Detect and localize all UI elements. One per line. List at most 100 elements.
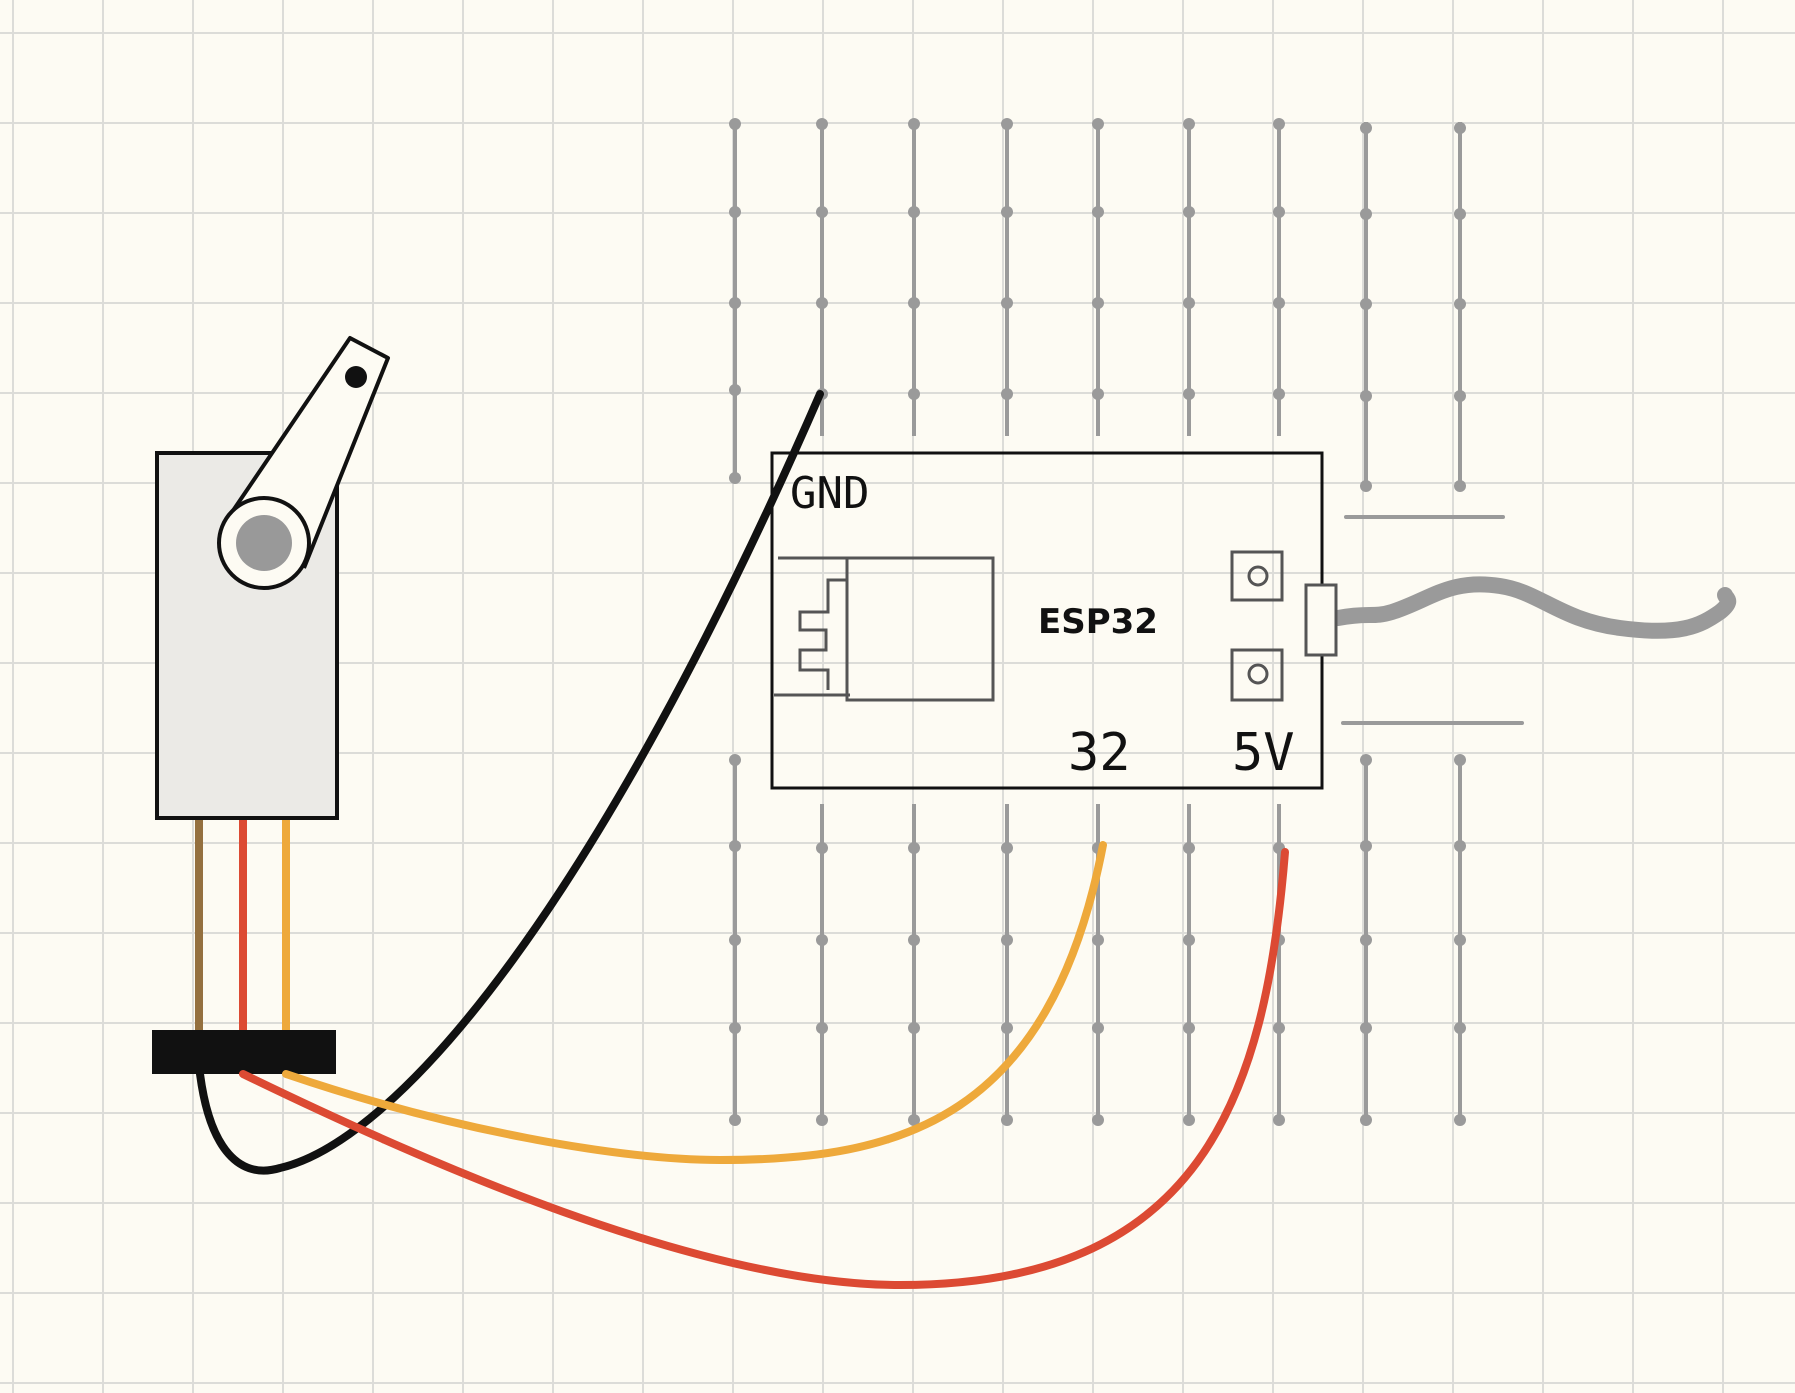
gnd-label: GND [790, 468, 869, 519]
breadboard-hole[interactable] [729, 297, 741, 309]
breadboard-hole[interactable] [1360, 1022, 1372, 1034]
breadboard-hole[interactable] [1273, 297, 1285, 309]
breadboard-hole[interactable] [1001, 842, 1013, 854]
header-connector-icon [152, 1030, 336, 1074]
usb-connector-icon [1304, 583, 1338, 657]
breadboard-hole[interactable] [1454, 208, 1466, 220]
reset-button-cap [1247, 663, 1269, 685]
wire-ground [196, 390, 824, 1175]
breadboard-hole[interactable] [1454, 1114, 1466, 1126]
breadboard-hole[interactable] [908, 118, 920, 130]
breadboard-hole[interactable] [1001, 934, 1013, 946]
breadboard-hole[interactable] [729, 384, 741, 396]
breadboard-hole[interactable] [729, 840, 741, 852]
wire-signal [282, 841, 1107, 1165]
wires [196, 390, 1289, 1290]
breadboard-hole[interactable] [1360, 298, 1372, 310]
module-shield [845, 556, 995, 702]
breadboard-hole[interactable] [908, 388, 920, 400]
servo-horn-hole [345, 366, 367, 388]
breadboard-hole[interactable] [1183, 842, 1195, 854]
breadboard-hole[interactable] [908, 934, 920, 946]
boot-button-cap [1247, 565, 1269, 587]
breadboard-hole[interactable] [1273, 388, 1285, 400]
breadboard-hole[interactable] [1092, 206, 1104, 218]
breadboard-hole[interactable] [908, 1022, 920, 1034]
breadboard-hole[interactable] [908, 842, 920, 854]
breadboard-hole[interactable] [1454, 390, 1466, 402]
breadboard-hole[interactable] [1183, 118, 1195, 130]
breadboard-hole[interactable] [816, 842, 828, 854]
breadboard-hole[interactable] [816, 118, 828, 130]
breadboard-hole[interactable] [729, 118, 741, 130]
reset-button[interactable] [1230, 648, 1284, 702]
breadboard-hole[interactable] [1454, 122, 1466, 134]
breadboard-hole[interactable] [908, 206, 920, 218]
boot-button[interactable] [1230, 550, 1284, 602]
servo-hub [236, 515, 292, 571]
module-antenna-trace [798, 578, 847, 690]
breadboard-hole[interactable] [1001, 1022, 1013, 1034]
breadboard-hole[interactable] [729, 934, 741, 946]
breadboard-hole[interactable] [729, 1022, 741, 1034]
breadboard-hole[interactable] [1092, 1114, 1104, 1126]
breadboard-hole[interactable] [908, 297, 920, 309]
breadboard-hole[interactable] [1360, 840, 1372, 852]
breadboard-hole[interactable] [816, 1114, 828, 1126]
servo-motor-icon [152, 336, 390, 1074]
breadboard-hole[interactable] [1454, 840, 1466, 852]
pin-32-label: 32 [1068, 723, 1131, 783]
breadboard-hole[interactable] [1360, 122, 1372, 134]
wire-power [239, 848, 1289, 1290]
breadboard-hole[interactable] [908, 1114, 920, 1126]
breadboard-hole[interactable] [1092, 388, 1104, 400]
breadboard-hole[interactable] [816, 1022, 828, 1034]
breadboard-hole[interactable] [1454, 754, 1466, 766]
breadboard-hole[interactable] [729, 1114, 741, 1126]
esp32-board: GND ESP32 32 5V [770, 451, 1338, 790]
breadboard-hole[interactable] [1001, 388, 1013, 400]
breadboard-hole[interactable] [1273, 1114, 1285, 1126]
breadboard-hole[interactable] [1001, 297, 1013, 309]
breadboard-hole[interactable] [729, 754, 741, 766]
pin-5v-label: 5V [1232, 723, 1295, 783]
breadboard-hole[interactable] [816, 934, 828, 946]
breadboard-hole[interactable] [1092, 297, 1104, 309]
breadboard-rails [1341, 515, 1524, 725]
breadboard-hole[interactable] [1001, 1114, 1013, 1126]
breadboard-hole[interactable] [1273, 1022, 1285, 1034]
breadboard-hole[interactable] [1183, 934, 1195, 946]
breadboard-hole[interactable] [1183, 1114, 1195, 1126]
breadboard-hole[interactable] [1360, 480, 1372, 492]
breadboard-hole[interactable] [1092, 934, 1104, 946]
breadboard-hole[interactable] [1360, 754, 1372, 766]
breadboard-hole[interactable] [1273, 118, 1285, 130]
breadboard-hole[interactable] [1092, 118, 1104, 130]
breadboard-hole[interactable] [1001, 206, 1013, 218]
breadboard-hole[interactable] [1454, 480, 1466, 492]
breadboard-hole[interactable] [1001, 118, 1013, 130]
breadboard-hole[interactable] [1454, 298, 1466, 310]
breadboard-hole[interactable] [1454, 1022, 1466, 1034]
breadboard-hole[interactable] [1360, 208, 1372, 220]
breadboard-hole[interactable] [1092, 1022, 1104, 1034]
breadboard-hole[interactable] [816, 206, 828, 218]
board-label: ESP32 [1038, 602, 1158, 642]
breadboard-hole[interactable] [1273, 206, 1285, 218]
breadboard-hole[interactable] [816, 297, 828, 309]
breadboard-hole[interactable] [1360, 390, 1372, 402]
breadboard-hole[interactable] [1360, 1114, 1372, 1126]
breadboard [729, 118, 1466, 1126]
breadboard-hole[interactable] [1183, 1022, 1195, 1034]
usb-cable [1330, 576, 1737, 639]
breadboard-hole[interactable] [1454, 934, 1466, 946]
breadboard-hole[interactable] [1360, 934, 1372, 946]
breadboard-hole[interactable] [729, 472, 741, 484]
esp32-buttons [1230, 550, 1284, 702]
breadboard-hole[interactable] [1183, 206, 1195, 218]
breadboard-hole[interactable] [729, 206, 741, 218]
breadboard-hole[interactable] [1183, 297, 1195, 309]
breadboard-hole[interactable] [1183, 388, 1195, 400]
